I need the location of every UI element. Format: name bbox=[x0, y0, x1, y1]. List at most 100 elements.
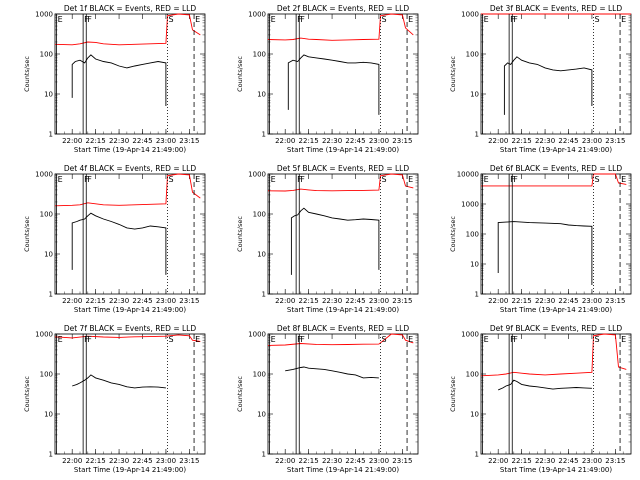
x-axis-label: Start Time (19-Apr-14 21:49:00) bbox=[500, 306, 612, 314]
lld-series-line bbox=[480, 333, 627, 377]
flag-label: S bbox=[595, 335, 600, 344]
flag-label: E bbox=[408, 175, 413, 184]
y-tick-label: 10 bbox=[470, 411, 479, 419]
x-tick-label: 22:30 bbox=[535, 137, 555, 145]
x-tick-label: 23:15 bbox=[605, 457, 625, 465]
chart-panel: Det 3f BLACK = Events, RED = LLD 1 10 100 10… bbox=[449, 4, 632, 154]
lld-series-line bbox=[54, 334, 201, 342]
flag-label: S bbox=[169, 175, 174, 184]
flag-label: E bbox=[271, 175, 276, 184]
flag-label: F bbox=[87, 175, 92, 184]
y-tick-label: 1000 bbox=[248, 331, 266, 339]
chart-panel: Det 7f BLACK = Events, RED = LLD 1 10 100 10… bbox=[23, 324, 206, 474]
x-tick-label: 23:00 bbox=[369, 137, 389, 145]
chart-title: Det 5f BLACK = Events, RED = LLD bbox=[277, 164, 410, 173]
y-tick-label: 1000 bbox=[35, 331, 53, 339]
chart-title: Det 7f BLACK = Events, RED = LLD bbox=[64, 324, 197, 333]
x-tick-label: 22:30 bbox=[322, 297, 342, 305]
x-tick-label: 22:15 bbox=[512, 457, 532, 465]
x-tick-label: 23:15 bbox=[605, 297, 625, 305]
x-tick-label: 23:15 bbox=[179, 457, 199, 465]
events-series-line bbox=[287, 54, 380, 115]
y-tick-label: 1 bbox=[475, 291, 479, 299]
flag-label: E bbox=[408, 335, 413, 344]
flag-label: E bbox=[621, 15, 626, 24]
events-series-line bbox=[503, 56, 593, 115]
x-tick-label: 22:30 bbox=[109, 457, 129, 465]
y-tick-label: 1000 bbox=[461, 201, 479, 209]
lld-series-line bbox=[267, 173, 414, 192]
x-tick-label: 22:00 bbox=[62, 297, 82, 305]
x-axis-label: Start Time (19-Apr-14 21:49:00) bbox=[74, 146, 186, 154]
flag-label: F bbox=[300, 15, 305, 24]
x-tick-label: 22:00 bbox=[62, 457, 82, 465]
y-tick-label: 1 bbox=[49, 451, 53, 459]
chart-panel: Det 1f BLACK = Events, RED = LLD 1 10 100 10… bbox=[23, 4, 206, 154]
x-tick-label: 23:00 bbox=[156, 137, 176, 145]
flag-label: E bbox=[484, 335, 489, 344]
x-tick-label: 22:45 bbox=[132, 137, 152, 145]
flag-label: S bbox=[382, 335, 387, 344]
y-tick-label: 100 bbox=[40, 211, 53, 219]
x-axis-label: Start Time (19-Apr-14 21:49:00) bbox=[74, 466, 186, 474]
x-tick-label: 23:00 bbox=[369, 297, 389, 305]
flag-label: E bbox=[58, 335, 63, 344]
x-tick-label: 22:00 bbox=[488, 297, 508, 305]
plot-frame bbox=[480, 13, 632, 135]
flag-label: S bbox=[382, 15, 387, 24]
y-tick-label: 100 bbox=[40, 371, 53, 379]
plot-frame bbox=[267, 13, 419, 135]
y-tick-label: 1000 bbox=[35, 11, 53, 19]
flag-label: S bbox=[382, 175, 387, 184]
events-series-line bbox=[498, 379, 592, 391]
plot-frame bbox=[480, 173, 632, 295]
plot-frame bbox=[480, 333, 632, 455]
y-tick-label: 100 bbox=[253, 371, 266, 379]
y-tick-label: 10 bbox=[44, 251, 53, 259]
y-tick-label: 1000 bbox=[461, 331, 479, 339]
x-tick-label: 22:15 bbox=[299, 457, 319, 465]
y-tick-label: 1000 bbox=[248, 11, 266, 19]
y-tick-label: 100 bbox=[466, 51, 479, 59]
x-tick-label: 23:15 bbox=[605, 137, 625, 145]
flag-label: S bbox=[169, 335, 174, 344]
flag-label: F bbox=[87, 15, 92, 24]
chart-panel: Det 9f BLACK = Events, RED = LLD 1 10 100 10… bbox=[449, 324, 632, 474]
y-tick-label: 1 bbox=[262, 291, 266, 299]
events-series-line bbox=[72, 374, 166, 389]
y-axis-label: Counts/sec bbox=[23, 56, 31, 92]
y-tick-label: 100 bbox=[466, 231, 479, 239]
x-axis-label: Start Time (19-Apr-14 21:49:00) bbox=[287, 146, 399, 154]
flag-label: F bbox=[513, 15, 518, 24]
y-axis-label: Counts/sec bbox=[449, 56, 457, 92]
x-tick-label: 23:00 bbox=[582, 137, 602, 145]
x-tick-label: 22:45 bbox=[558, 137, 578, 145]
x-tick-label: 22:00 bbox=[488, 457, 508, 465]
events-series-line bbox=[71, 54, 167, 106]
lld-series-line bbox=[54, 13, 201, 46]
flag-label: F bbox=[300, 175, 305, 184]
x-tick-label: 22:15 bbox=[86, 137, 106, 145]
x-axis-label: Start Time (19-Apr-14 21:49:00) bbox=[74, 306, 186, 314]
flag-label: S bbox=[169, 15, 174, 24]
x-tick-label: 23:15 bbox=[392, 297, 412, 305]
flag-label: E bbox=[408, 15, 413, 24]
flag-label: S bbox=[595, 175, 600, 184]
x-tick-label: 22:30 bbox=[322, 457, 342, 465]
y-tick-label: 100 bbox=[253, 51, 266, 59]
y-tick-label: 10 bbox=[257, 91, 266, 99]
flag-label: E bbox=[58, 175, 63, 184]
x-tick-label: 23:15 bbox=[392, 457, 412, 465]
x-tick-label: 22:00 bbox=[488, 137, 508, 145]
x-tick-label: 22:45 bbox=[345, 137, 365, 145]
x-tick-label: 22:30 bbox=[109, 297, 129, 305]
x-tick-label: 22:30 bbox=[535, 457, 555, 465]
y-axis-label: Counts/sec bbox=[23, 216, 31, 252]
x-tick-label: 22:30 bbox=[322, 137, 342, 145]
y-tick-label: 1 bbox=[262, 131, 266, 139]
events-series-line bbox=[290, 207, 380, 275]
flag-label: S bbox=[595, 15, 600, 24]
x-tick-label: 23:00 bbox=[156, 297, 176, 305]
flag-label: F bbox=[513, 335, 518, 344]
x-tick-label: 22:15 bbox=[86, 457, 106, 465]
